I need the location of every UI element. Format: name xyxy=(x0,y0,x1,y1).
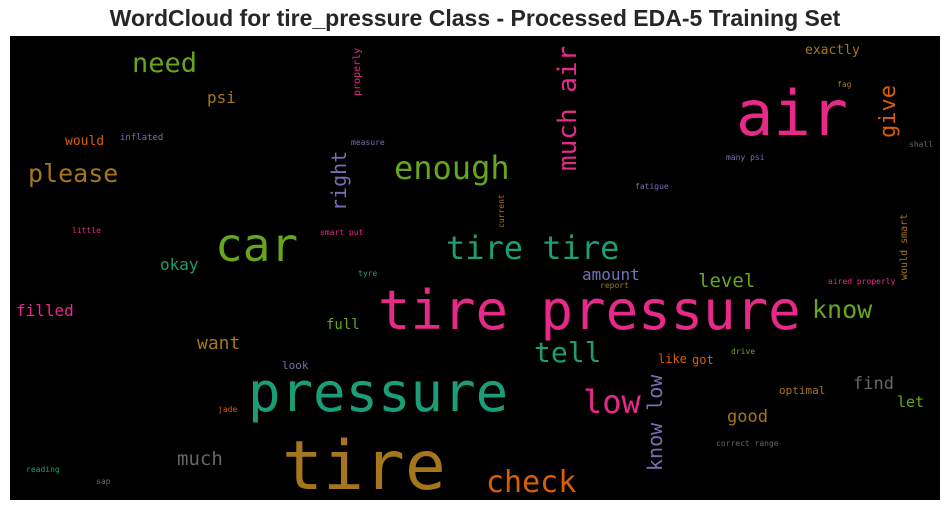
word-level: level xyxy=(698,270,755,292)
word-much-air: much air xyxy=(553,46,583,171)
word-want: want xyxy=(197,333,240,354)
word-smart-put: smart put xyxy=(320,228,364,237)
chart-title: WordCloud for tire_pressure Class - Proc… xyxy=(109,5,841,31)
word-much: much xyxy=(177,448,223,470)
word-tire: tire xyxy=(282,427,446,500)
word-got: got xyxy=(692,353,714,367)
word-optimal: optimal xyxy=(779,384,825,397)
word-jade: jade xyxy=(218,405,237,414)
word-find: find xyxy=(853,374,894,394)
word-tire-tire: tire tire xyxy=(446,229,619,267)
word-let: let xyxy=(897,393,924,411)
word-sap: sap xyxy=(96,477,111,486)
word-okay: okay xyxy=(160,255,199,274)
word-tire-pressure: tire pressure xyxy=(378,279,801,342)
word-fatigue: fatigue xyxy=(635,182,669,191)
word-current: current xyxy=(497,194,506,228)
word-full: full xyxy=(326,317,360,333)
word-aired-properly: aired properly xyxy=(828,277,896,286)
word-would-smart: would smart xyxy=(899,214,910,280)
word-correct-range: correct range xyxy=(716,439,779,448)
word-like: like xyxy=(658,352,687,366)
word-many-psi: many psi xyxy=(726,153,765,162)
word-inflated: inflated xyxy=(120,133,163,143)
word-air: air xyxy=(736,77,848,150)
word-give: give xyxy=(876,85,901,138)
word-enough: enough xyxy=(394,149,510,187)
word-please: please xyxy=(28,159,118,188)
word-know-low: know low xyxy=(643,374,667,471)
word-low: low xyxy=(583,383,642,421)
word-exactly: exactly xyxy=(805,43,860,58)
word-properly: properly xyxy=(352,48,363,96)
word-little: little xyxy=(72,226,101,235)
word-car: car xyxy=(215,218,298,272)
word-right: right xyxy=(327,151,351,211)
wordcloud-canvas: tire pressure tire pressure air car tire tire… xyxy=(10,36,940,500)
word-tell: tell xyxy=(534,336,601,369)
word-need: need xyxy=(132,48,197,79)
word-report: report xyxy=(600,281,629,290)
word-fag: fag xyxy=(837,80,852,89)
word-would: would xyxy=(65,134,104,149)
word-measure: measure xyxy=(351,138,385,147)
word-drive: drive xyxy=(731,347,755,356)
word-reading: reading xyxy=(26,465,60,474)
word-pressure: pressure xyxy=(248,361,508,424)
word-look: look xyxy=(282,359,309,372)
word-good: good xyxy=(727,407,768,427)
word-know: know xyxy=(812,295,873,324)
word-amount: amount xyxy=(582,265,640,284)
word-tyre: tyre xyxy=(358,269,377,278)
word-filled: filled xyxy=(16,301,74,320)
word-shall: shall xyxy=(909,140,933,149)
word-psi: psi xyxy=(207,88,236,107)
word-check: check xyxy=(486,465,576,500)
